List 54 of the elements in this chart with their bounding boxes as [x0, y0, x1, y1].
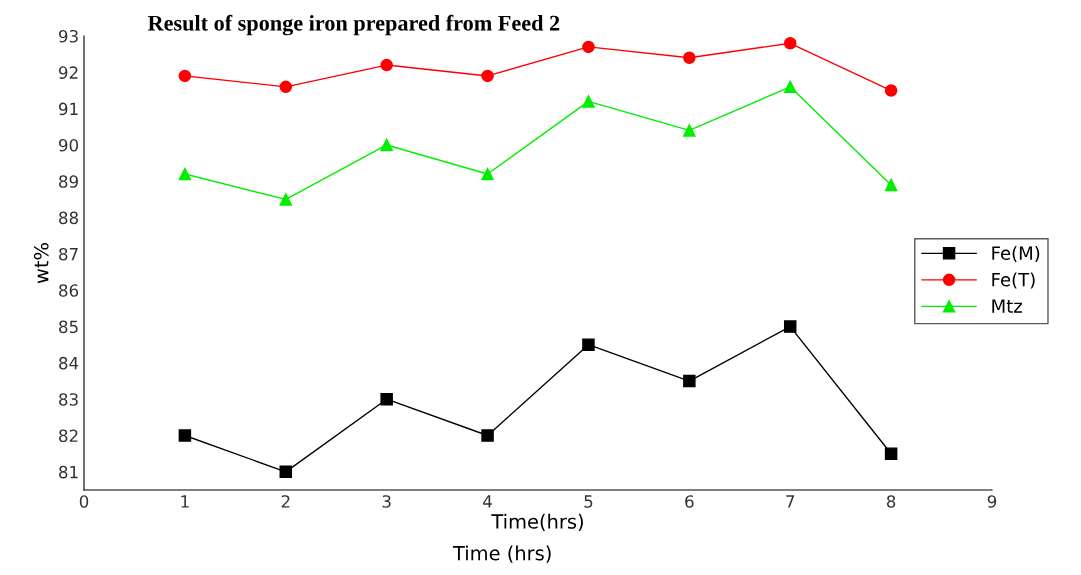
point [481, 167, 494, 181]
y-tick-label: 81 [59, 465, 78, 479]
point [582, 338, 595, 351]
y-tick-label: 89 [59, 175, 78, 188]
x-tick-label: 2 [281, 495, 290, 508]
point [481, 69, 494, 83]
x-tick-label: 3 [382, 495, 391, 508]
point [683, 374, 696, 388]
point [178, 167, 192, 181]
point [783, 37, 797, 50]
x-tick-label: 4 [483, 495, 492, 508]
y-tick-label: 84 [59, 356, 79, 370]
legend-label: Mtz [992, 299, 1022, 313]
x-tick-label: 9 [987, 495, 997, 508]
x-tick-label: 0 [79, 495, 89, 508]
point [884, 178, 898, 192]
y-tick-label: 85 [59, 320, 78, 334]
point [884, 84, 898, 97]
point [783, 80, 797, 94]
x-tick-label: 7 [786, 495, 795, 508]
x-axis-title: Time(hrs) [491, 513, 583, 532]
x-tick-label: 1 [181, 495, 189, 508]
y-tick-label: 86 [59, 284, 79, 297]
x-tick-label: 8 [886, 495, 896, 508]
point [279, 80, 293, 94]
point [178, 429, 192, 442]
y-axis-title: wt% [33, 243, 49, 284]
point [683, 124, 696, 137]
point [582, 40, 595, 54]
y-tick-label: 83 [59, 393, 78, 406]
point [582, 95, 595, 108]
point [683, 51, 696, 65]
y-tick-label: 87 [59, 247, 78, 261]
point [481, 429, 494, 442]
y-tick-label: 82 [59, 429, 78, 443]
point [380, 58, 393, 72]
point [783, 320, 797, 333]
x-tick-label: 5 [584, 495, 593, 508]
y-tick-label: 91 [58, 102, 78, 116]
y-tick-label: 88 [59, 211, 78, 225]
y-tick-label: 92 [58, 66, 78, 79]
point [380, 138, 393, 152]
point [178, 69, 192, 83]
point [279, 465, 293, 479]
legend-label: Fe(M) [992, 245, 1040, 263]
text: Time (hrs) [452, 545, 551, 563]
point [279, 193, 293, 206]
y-tick-label: 93 [58, 29, 78, 43]
chart-title: Result of sponge iron prepared from Feed 2 [147, 14, 560, 36]
y-tick-label: 90 [58, 138, 79, 152]
x-tick-label: 6 [685, 495, 694, 508]
point [884, 447, 898, 460]
legend-label: Fe(T) [992, 272, 1035, 289]
point [380, 392, 393, 406]
